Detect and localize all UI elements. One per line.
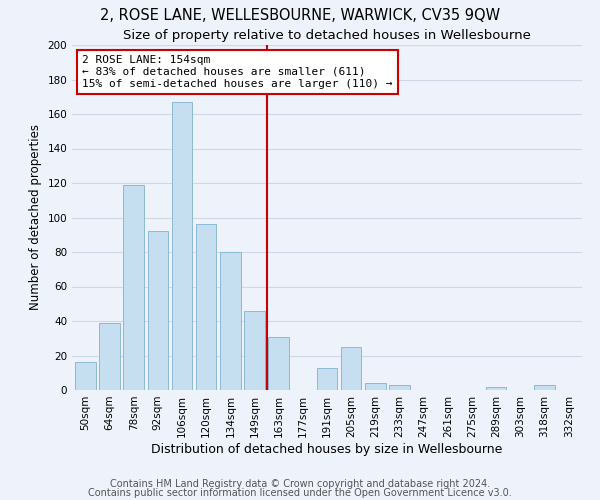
Bar: [172, 102, 192, 390]
Text: 2, ROSE LANE, WELLESBOURNE, WARWICK, CV35 9QW: 2, ROSE LANE, WELLESBOURNE, WARWICK, CV3…: [100, 8, 500, 22]
Text: Contains HM Land Registry data © Crown copyright and database right 2024.: Contains HM Land Registry data © Crown c…: [110, 479, 490, 489]
Text: 2 ROSE LANE: 154sqm
← 83% of detached houses are smaller (611)
15% of semi-detac: 2 ROSE LANE: 154sqm ← 83% of detached ho…: [82, 56, 392, 88]
Bar: [486, 386, 506, 390]
X-axis label: Distribution of detached houses by size in Wellesbourne: Distribution of detached houses by size …: [151, 442, 503, 456]
Bar: [196, 224, 217, 390]
Bar: [124, 184, 144, 390]
Bar: [220, 252, 241, 390]
Bar: [534, 385, 555, 390]
Y-axis label: Number of detached properties: Number of detached properties: [29, 124, 42, 310]
Bar: [389, 385, 410, 390]
Bar: [75, 362, 95, 390]
Bar: [148, 232, 168, 390]
Bar: [268, 336, 289, 390]
Bar: [365, 383, 386, 390]
Bar: [244, 310, 265, 390]
Text: Contains public sector information licensed under the Open Government Licence v3: Contains public sector information licen…: [88, 488, 512, 498]
Bar: [317, 368, 337, 390]
Bar: [341, 347, 361, 390]
Title: Size of property relative to detached houses in Wellesbourne: Size of property relative to detached ho…: [123, 30, 531, 43]
Bar: [99, 322, 120, 390]
